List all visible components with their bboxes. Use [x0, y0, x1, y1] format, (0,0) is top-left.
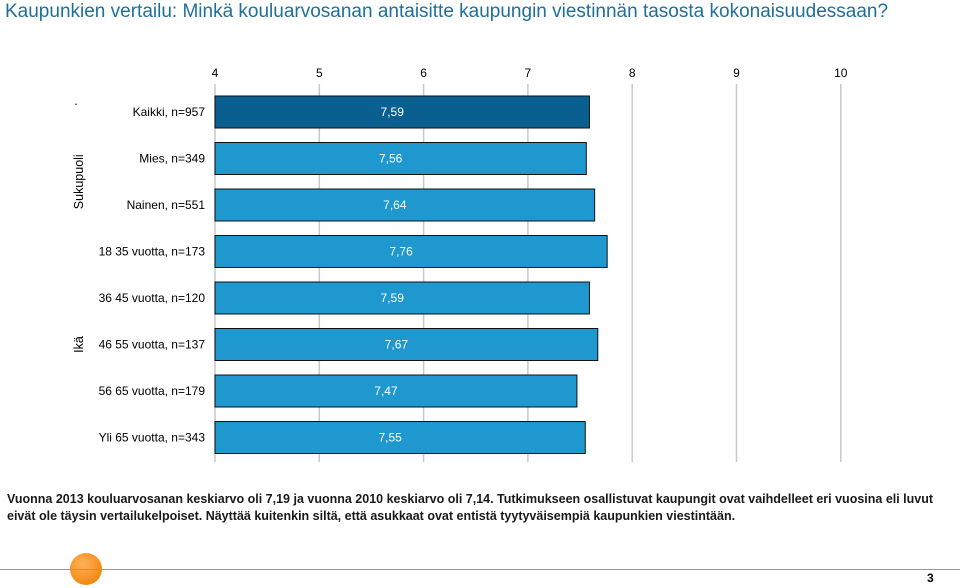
- bar: [214, 142, 587, 175]
- bar: [214, 281, 590, 315]
- page-number: 3: [927, 571, 934, 585]
- footnote: Vuonna 2013 kouluarvosanan keskiarvo oli…: [7, 492, 934, 523]
- bar: [214, 374, 578, 408]
- bar-chart: 4 5 6 7 8 9 10 Kaikki, n=957 7,59 Mies, n=349 7,56…: [72, 66, 848, 462]
- x-tick-label: 5: [316, 66, 323, 80]
- group-label: Sukupuoli: [72, 154, 86, 209]
- bar: [214, 95, 590, 129]
- bar: [214, 235, 608, 268]
- x-tick-label: 9: [733, 66, 740, 80]
- value-label: 7,67: [385, 338, 409, 352]
- group-label: Ikä: [72, 336, 86, 353]
- group-marker: ·: [74, 97, 78, 111]
- category-label: Kaikki, n=957: [133, 105, 206, 119]
- value-label: 7,47: [374, 384, 398, 398]
- category-label: Yli 65 vuotta, n=343: [99, 431, 206, 445]
- value-label: 7,59: [381, 291, 405, 305]
- footer-divider: [0, 569, 960, 570]
- value-label: 7,64: [383, 198, 407, 212]
- category-label: Nainen, n=551: [127, 198, 206, 212]
- category-label: 18 35 vuotta, n=173: [99, 245, 206, 259]
- x-tick-label: 4: [212, 66, 219, 80]
- x-tick-label: 8: [629, 66, 636, 80]
- bar: [214, 328, 599, 361]
- value-label: 7,59: [381, 105, 405, 119]
- category-label: 56 65 vuotta, n=179: [99, 384, 206, 398]
- category-label: 46 55 vuotta, n=137: [99, 338, 206, 352]
- x-tick-label: 7: [525, 66, 532, 80]
- bar: [214, 421, 586, 454]
- category-label: 36 45 vuotta, n=120: [99, 291, 206, 305]
- value-label: 7,56: [379, 152, 403, 166]
- page-title: Kaupunkien vertailu: Minkä kouluarvosana…: [5, 1, 889, 22]
- category-label: Mies, n=349: [139, 152, 205, 166]
- x-tick-label: 6: [420, 66, 427, 80]
- value-label: 7,76: [389, 245, 413, 259]
- x-tick-label: 10: [834, 66, 848, 80]
- value-label: 7,55: [378, 431, 402, 445]
- bar: [214, 188, 596, 222]
